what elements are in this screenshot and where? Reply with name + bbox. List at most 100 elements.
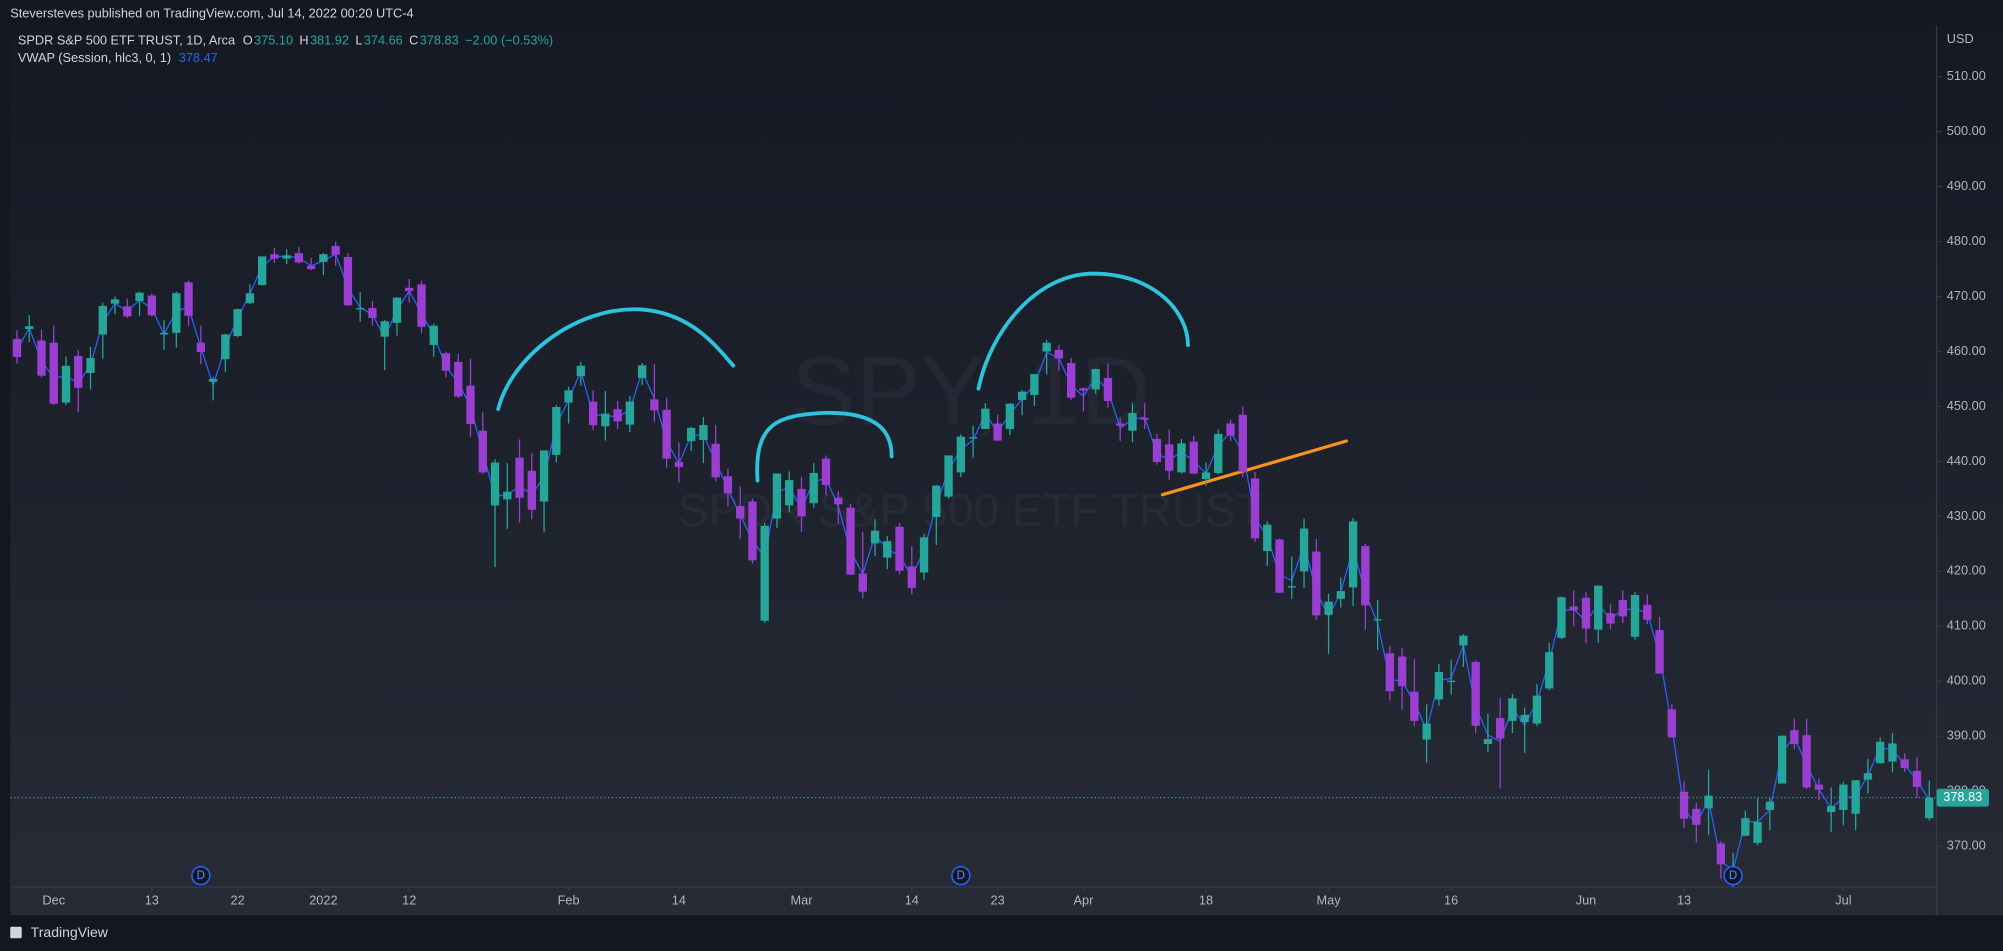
candle-body	[1030, 374, 1039, 395]
candle-body	[1140, 418, 1149, 420]
x-tick-label: 22	[231, 893, 245, 908]
candle-body	[1777, 735, 1787, 784]
candle-body	[441, 353, 451, 371]
candle-body	[1214, 433, 1223, 473]
y-tick-label: 480.00	[1947, 233, 1986, 248]
candle-body	[968, 437, 978, 439]
candle-body	[1557, 597, 1566, 638]
candle-body	[1128, 413, 1137, 431]
drawings	[496, 271, 1349, 497]
candle-body	[490, 462, 500, 506]
candle-body	[356, 308, 365, 310]
candle-body	[1545, 652, 1554, 689]
x-tick-label: 14	[672, 893, 686, 908]
candle-body	[1802, 735, 1811, 788]
x-tick-label: 14	[905, 893, 919, 908]
candle-body	[343, 256, 353, 306]
candle-body	[1226, 423, 1235, 436]
candle-body	[1643, 604, 1652, 620]
legend-value: 374.66	[364, 32, 403, 47]
candle-body	[184, 282, 193, 316]
candle-body	[1765, 801, 1775, 810]
candle-body	[1361, 546, 1370, 606]
y-tick-label: 410.00	[1947, 618, 1986, 633]
candle-body	[1348, 521, 1358, 588]
candle-body	[1397, 656, 1407, 687]
legend-value: 375.10	[254, 32, 293, 47]
candle-body	[576, 365, 585, 377]
y-tick-label: 460.00	[1947, 343, 1986, 358]
x-tick-label: 18	[1199, 893, 1213, 908]
candle-body	[37, 340, 46, 376]
candle-body	[1814, 784, 1824, 790]
candle-body	[1275, 539, 1284, 593]
last-price-box	[1936, 788, 1989, 807]
legend-key: L	[355, 32, 362, 47]
candle-body	[993, 423, 1002, 441]
candle-body	[821, 458, 831, 486]
y-tick-label: 430.00	[1947, 508, 1986, 523]
candle-body	[956, 436, 965, 473]
candle-body	[429, 325, 438, 345]
candle-body	[1900, 759, 1909, 769]
legend-value: 378.83	[420, 32, 459, 47]
legend-key: C	[409, 32, 418, 47]
legend-change: −2.00 (−0.53%)	[465, 32, 553, 47]
candle-body	[686, 427, 696, 442]
candle-body	[1630, 595, 1640, 637]
candle-body	[172, 293, 181, 333]
arc-drawing	[755, 410, 894, 483]
candle-body	[392, 297, 402, 323]
candle-body	[662, 409, 671, 459]
candle-body	[625, 401, 635, 425]
dividend-marker	[1723, 865, 1743, 886]
candle-body	[98, 305, 107, 335]
x-tick-label: 13	[145, 893, 159, 908]
candle-body	[1312, 551, 1321, 616]
candle-body	[785, 480, 794, 506]
candle-body	[601, 413, 610, 427]
candle-body	[797, 488, 806, 517]
candle-body	[772, 473, 782, 519]
candle-body	[123, 306, 132, 317]
plot-background	[10, 25, 2003, 916]
y-tick-label: 370.00	[1947, 838, 1986, 853]
candle-body	[1692, 808, 1701, 825]
x-tick-label: 23	[991, 893, 1005, 908]
candle-body	[1165, 444, 1174, 471]
candle-body	[1263, 524, 1272, 552]
y-tick-label: 500.00	[1947, 123, 1986, 138]
x-tick-label: 13	[1677, 893, 1691, 908]
candle-body	[1496, 718, 1505, 739]
candle-body	[748, 501, 757, 561]
candle-body	[270, 254, 279, 259]
candle-body	[552, 407, 561, 455]
x-tick-label: 16	[1444, 893, 1458, 908]
candle-body	[1434, 671, 1444, 700]
candle-body	[1054, 349, 1064, 359]
candle-body	[1839, 784, 1848, 810]
candle-body	[1876, 741, 1885, 764]
candle-body	[12, 338, 22, 358]
candle-body	[1606, 613, 1615, 624]
y-tick-label: 390.00	[1947, 728, 1986, 743]
y-tick-label: 490.00	[1947, 178, 1986, 193]
candle-body	[564, 390, 573, 403]
candle-body	[895, 526, 904, 571]
arc-drawing	[976, 271, 1190, 391]
candle-body	[539, 450, 549, 502]
logo-icon	[10, 926, 22, 939]
y-tick-label: 450.00	[1947, 398, 1986, 413]
candle-body	[196, 342, 205, 353]
candle-body	[981, 408, 990, 430]
candle-body	[135, 292, 144, 301]
candle-body	[417, 284, 426, 327]
header: Steversteves published on TradingView.co…	[10, 5, 413, 20]
y-tick-label: 400.00	[1947, 673, 1986, 688]
candle-body	[907, 566, 916, 588]
candle-body	[1250, 478, 1260, 539]
candle-body	[1189, 441, 1198, 474]
x-tick-label: Mar	[790, 893, 813, 908]
